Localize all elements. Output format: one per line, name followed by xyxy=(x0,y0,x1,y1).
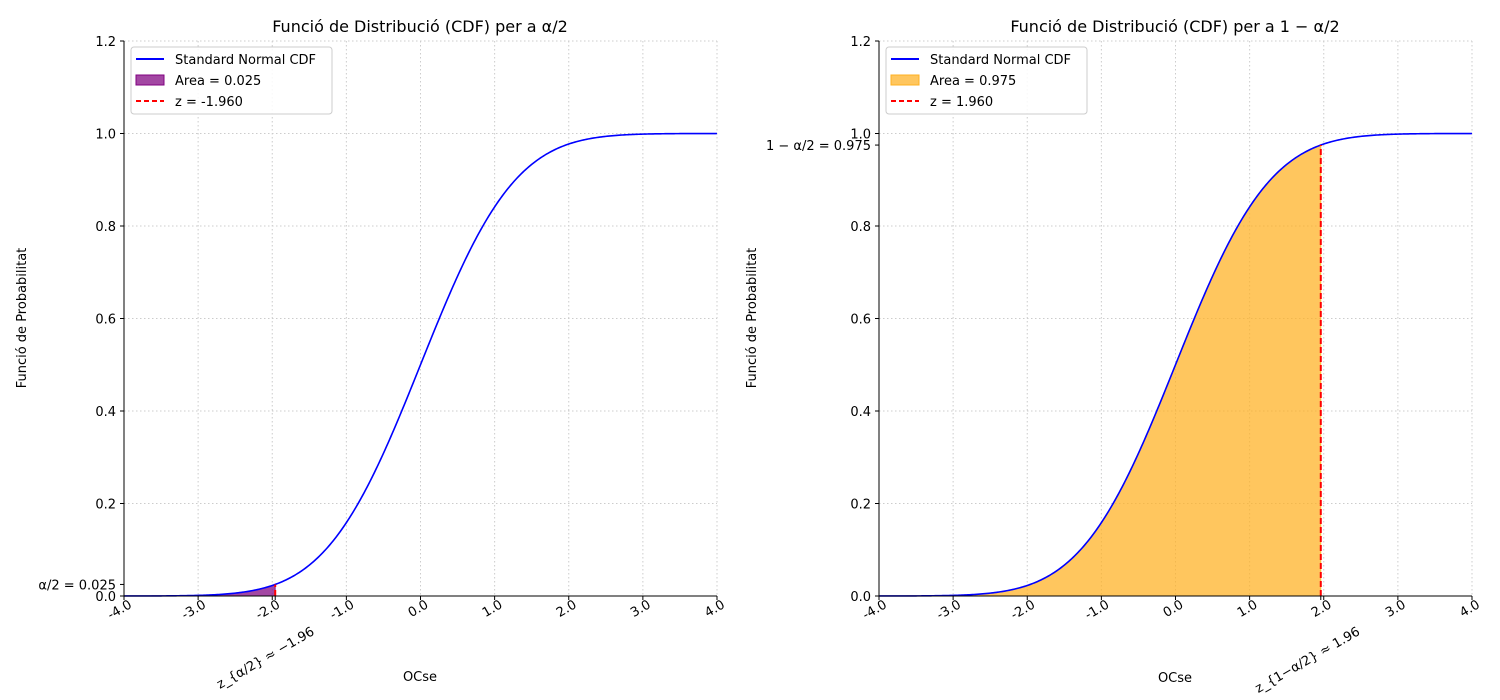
y-tick-label: 1.2 xyxy=(95,35,116,50)
left-legend-area-label: Area = 0.025 xyxy=(175,74,261,89)
left-y-ticks: 0.0 0.2 0.4 0.6 0.8 1.0 1.2 xyxy=(95,35,124,605)
left-y-annotation-label: α/2 = 0.025 xyxy=(38,578,116,593)
left-x-axis-label: OCse xyxy=(403,670,437,685)
right-legend-area-swatch xyxy=(890,74,920,86)
y-tick-label: 0.6 xyxy=(850,313,871,328)
left-legend-area-swatch xyxy=(135,74,165,86)
y-tick-label: 0.4 xyxy=(95,405,116,420)
left-y-annotation: α/2 = 0.025 xyxy=(38,578,124,593)
right-legend-cdf-label: Standard Normal CDF xyxy=(930,53,1071,68)
left-cdf-line xyxy=(123,132,718,597)
right-x-axis-label: OCse xyxy=(1158,671,1192,686)
left-legend-box xyxy=(130,46,333,115)
y-tick-label: 0.4 xyxy=(850,405,871,420)
right-y-annotation: 1 − α/2 = 0.975 xyxy=(766,139,879,154)
right-y-annotation-label: 1 − α/2 = 0.975 xyxy=(766,139,871,154)
left-legend-critical-label: z = -1.960 xyxy=(175,95,243,110)
y-tick-label: 1.0 xyxy=(850,128,871,143)
left-legend-cdf-label: Standard Normal CDF xyxy=(175,53,316,68)
right-y-ticks: 0.0 0.2 0.4 0.6 0.8 1.0 1.2 xyxy=(850,35,879,605)
left-legend: Standard Normal CDF Area = 0.025 z = -1.… xyxy=(130,46,333,115)
right-legend-critical-label: z = 1.960 xyxy=(930,95,993,110)
right-y-axis-label: Funció de Probabilitat xyxy=(745,248,760,389)
right-chart-panel: Funció de Distribució (CDF) per a 1 − α/… xyxy=(745,17,1483,697)
y-tick-label: 0.2 xyxy=(850,498,871,513)
left-chart-title: Funció de Distribució (CDF) per a α/2 xyxy=(272,17,568,36)
right-legend-box xyxy=(885,46,1088,115)
y-tick-label: 1.2 xyxy=(850,35,871,50)
left-y-axis-label: Funció de Probabilitat xyxy=(15,248,30,389)
y-tick-label: 0.6 xyxy=(95,313,116,328)
right-legend-area-label: Area = 0.975 xyxy=(930,74,1016,89)
y-tick-label: 0.2 xyxy=(95,498,116,513)
y-tick-label: 0.0 xyxy=(850,590,871,605)
y-tick-label: 0.8 xyxy=(95,220,116,235)
right-legend: Standard Normal CDF Area = 0.975 z = 1.9… xyxy=(885,46,1088,115)
y-tick-label: 1.0 xyxy=(95,128,116,143)
right-cdf-line xyxy=(878,132,1473,597)
right-chart-title: Funció de Distribució (CDF) per a 1 − α/… xyxy=(1010,17,1339,36)
y-tick-label: 0.8 xyxy=(850,220,871,235)
y-tick-label: 0.0 xyxy=(95,590,116,605)
